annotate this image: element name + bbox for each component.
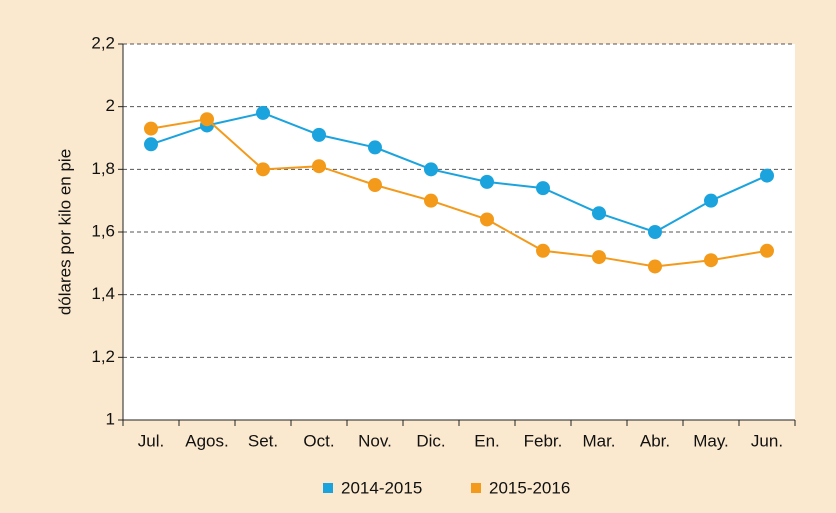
x-tick-label: Abr.: [640, 431, 670, 450]
x-tick-label: Nov.: [358, 431, 392, 450]
point: [592, 206, 606, 221]
point: [144, 137, 158, 152]
y-axis-label: dólares por kilo en pie: [55, 149, 74, 315]
y-tick-label: 2: [106, 96, 115, 115]
point: [200, 112, 214, 127]
y-tick-label: 1,2: [91, 347, 115, 366]
series-line: [150, 118, 768, 268]
x-tick-label: Dic.: [416, 431, 445, 450]
x-tick-label: Agos.: [185, 431, 228, 450]
point: [256, 162, 270, 177]
legend-swatch: [471, 483, 481, 493]
x-tick-label: En.: [474, 431, 500, 450]
point: [648, 259, 662, 274]
y-tick-label: 1: [106, 409, 115, 428]
point: [648, 225, 662, 239]
x-tick-label: Mar.: [582, 431, 615, 450]
point: [704, 193, 718, 208]
point: [536, 243, 550, 258]
y-tick-label: 1,8: [91, 159, 115, 178]
legend-label: 2015-2016: [489, 478, 570, 497]
point: [760, 243, 774, 258]
y-tick-label: 2,2: [91, 33, 115, 52]
x-tick-label: Febr.: [524, 431, 563, 450]
x-tick-label: Set.: [248, 431, 278, 450]
point: [312, 159, 326, 174]
y-tick-label: 1,4: [91, 284, 115, 303]
x-tick-label: May.: [693, 431, 729, 450]
point: [480, 212, 494, 227]
series-line: [150, 111, 768, 234]
point: [368, 140, 382, 155]
legend-swatch: [323, 483, 333, 493]
point: [760, 168, 774, 183]
x-tick-label: Jul.: [138, 431, 164, 450]
point: [312, 127, 326, 142]
point: [592, 250, 606, 265]
x-tick-label: Jun.: [751, 431, 783, 450]
point: [256, 105, 270, 120]
legend-label: 2014-2015: [341, 478, 422, 497]
point: [704, 253, 718, 268]
point: [424, 193, 438, 208]
y-tick-label: 1,6: [91, 221, 115, 240]
point: [424, 162, 438, 177]
point: [368, 178, 382, 192]
point: [480, 174, 494, 189]
point: [144, 121, 158, 136]
point: [536, 181, 550, 196]
x-tick-label: Oct.: [303, 431, 334, 450]
